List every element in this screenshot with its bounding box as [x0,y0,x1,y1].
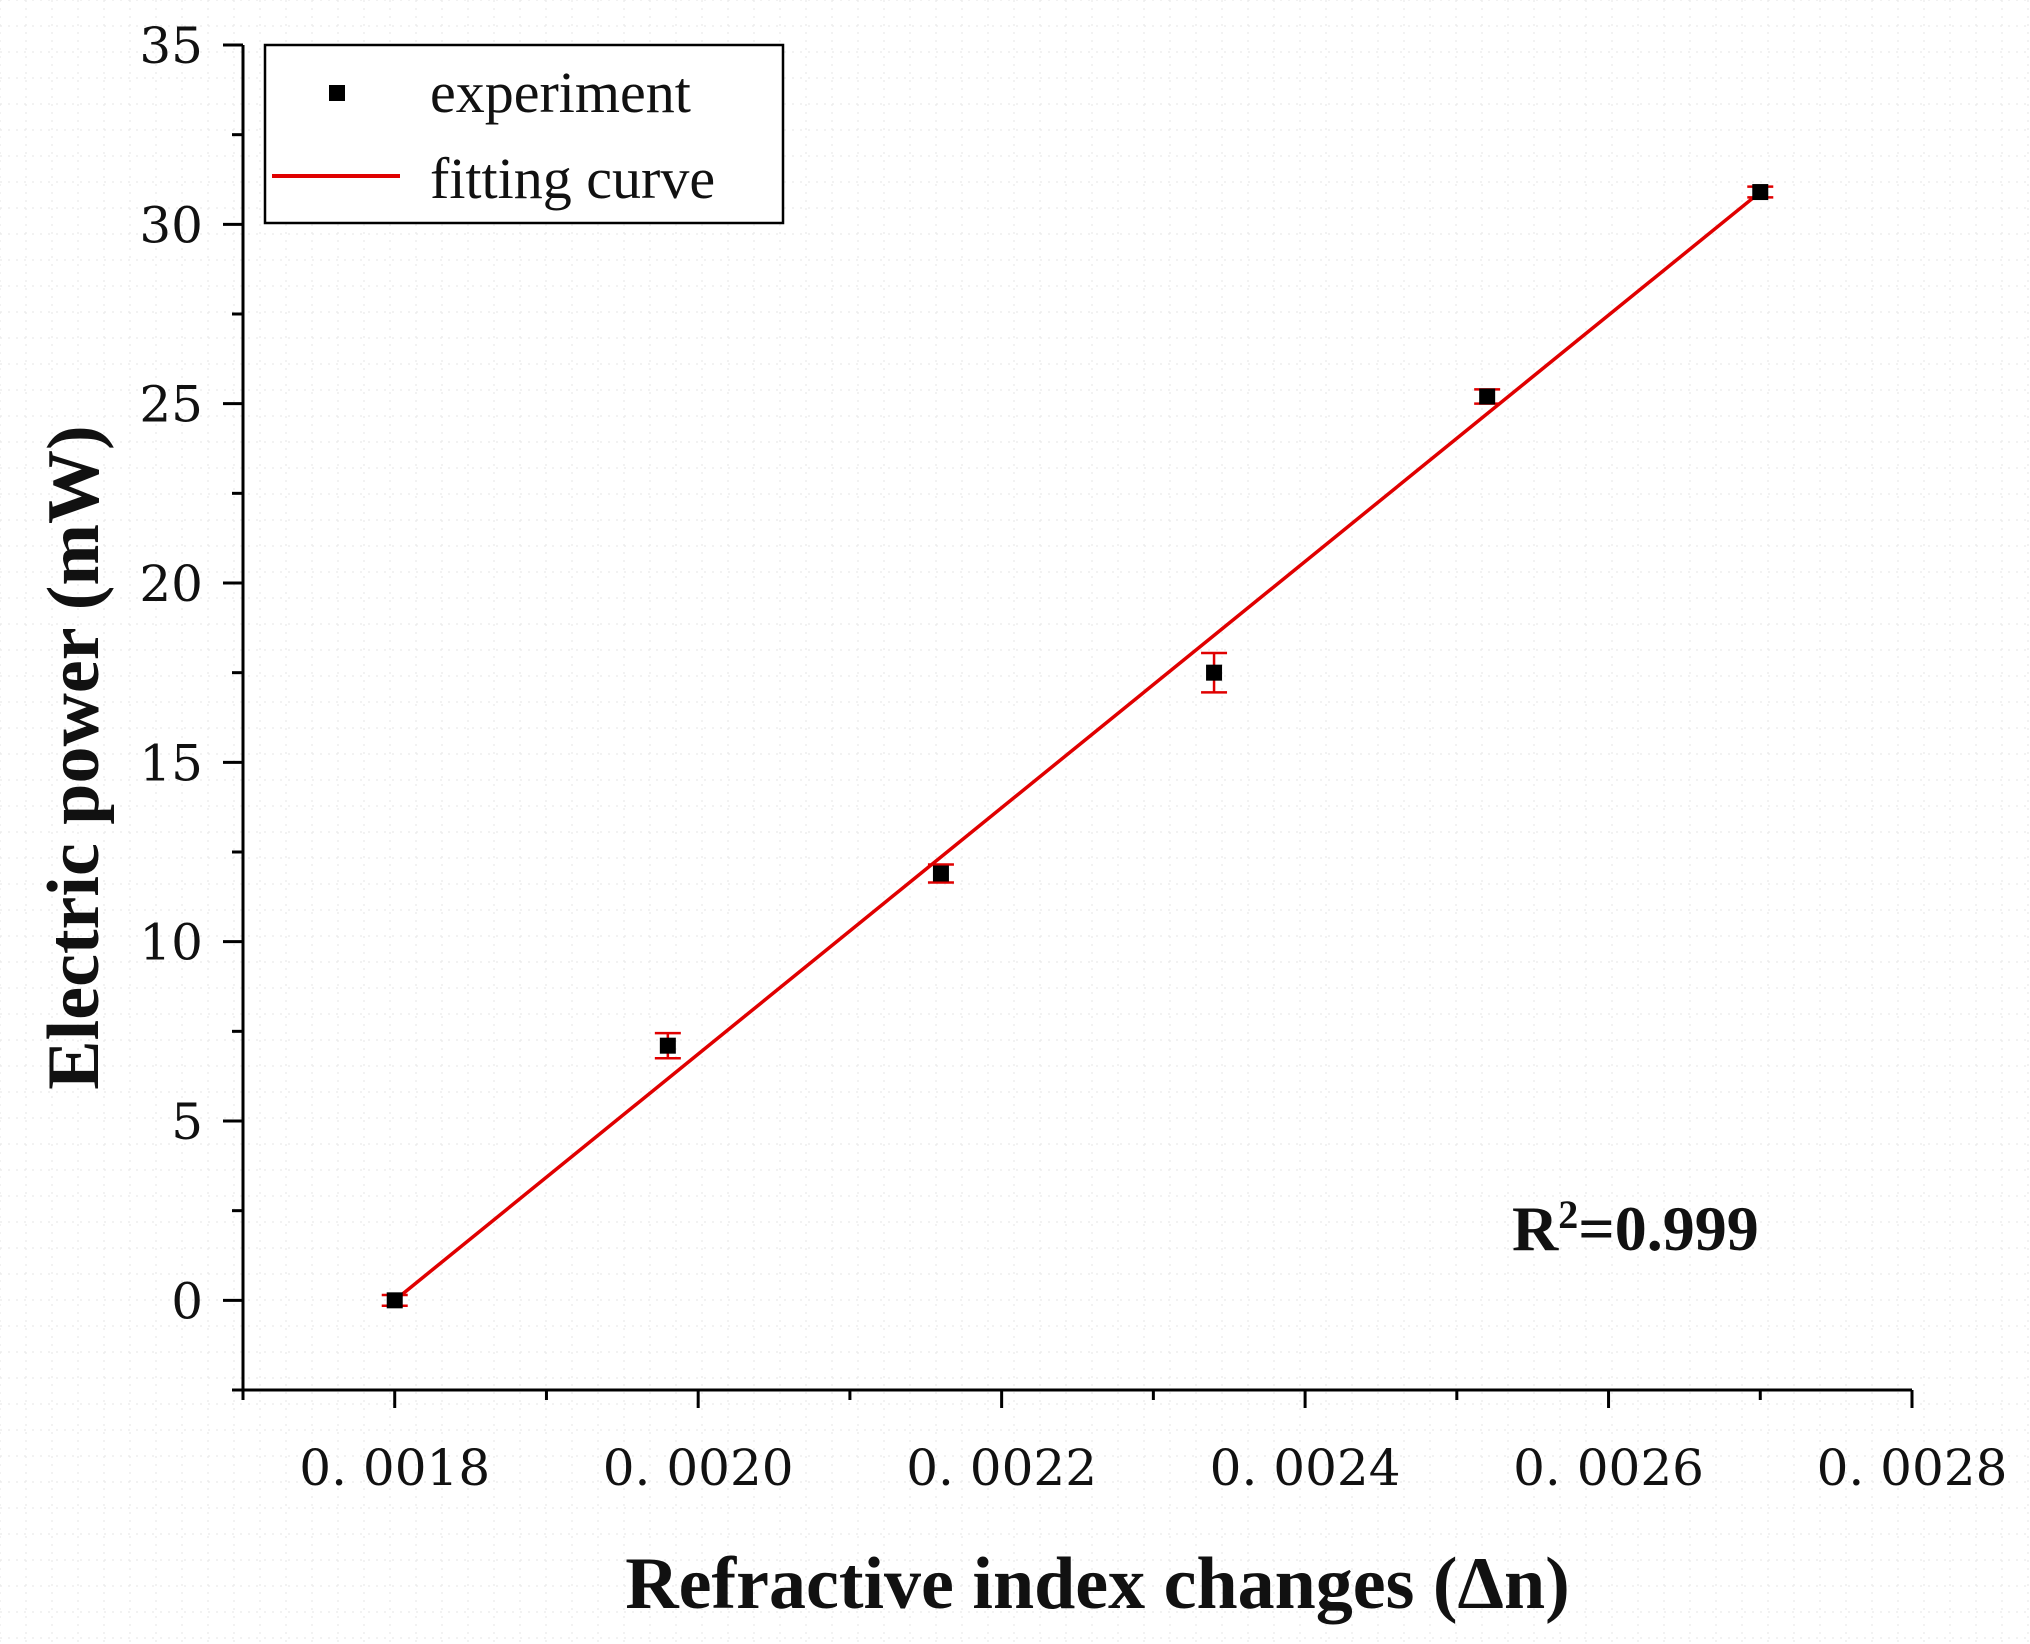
x-tick-label: 0. 0026 [1513,1439,1704,1497]
x-tick-label: 0. 0020 [603,1439,794,1497]
legend: experiment fitting curve [263,43,785,225]
data-point [654,1031,681,1060]
y-tick-label: 0 [171,1272,203,1330]
r-squared-superscript: 2 [1558,1192,1578,1237]
legend-label-experiment: experiment [430,60,691,125]
data-marker [386,1292,403,1309]
fit-layer [393,190,1762,1302]
x-tick-label: 0. 0018 [299,1439,490,1497]
data-marker [1752,184,1769,201]
data-point [1747,184,1774,201]
x-tick-label: 0. 0022 [906,1439,1097,1497]
y-tick-label: 35 [139,17,203,75]
y-tick-label: 25 [139,376,203,434]
data-point [381,1292,408,1309]
data-point [927,863,954,884]
y-tick-label: 15 [139,734,203,792]
legend-label-fitting-curve: fitting curve [430,146,715,211]
axes [241,45,1912,1392]
legend-marker-experiment [329,85,345,101]
fitting-curve-line [393,190,1762,1302]
x-tick-label: 0. 0024 [1210,1439,1401,1497]
y-axis-title: Electric power (mW) [33,425,115,1089]
data-marker [1206,664,1223,681]
data-marker [932,865,949,882]
x-axis-title: Refractive index changes (Δn) [625,1543,1570,1625]
r-squared-annotation: R2=0.999 [1512,1192,1759,1265]
data-marker [1479,388,1496,405]
points-layer [381,184,1774,1309]
r-squared-base: R [1512,1193,1559,1264]
r-squared-value: =0.999 [1578,1193,1758,1264]
ticks: 0. 0018 0. 0020 0. 0022 0. 0024 0. 0026 0. 00… [139,17,2007,1497]
x-tick-label: 0. 0028 [1817,1439,2008,1497]
data-marker [659,1037,676,1054]
y-tick-label: 5 [171,1093,203,1151]
y-tick-label: 30 [139,196,203,254]
y-tick-label: 10 [139,914,203,972]
data-point [1201,651,1228,694]
y-tick-label: 20 [139,555,203,613]
data-point [1474,388,1501,405]
legend-box [263,43,785,225]
